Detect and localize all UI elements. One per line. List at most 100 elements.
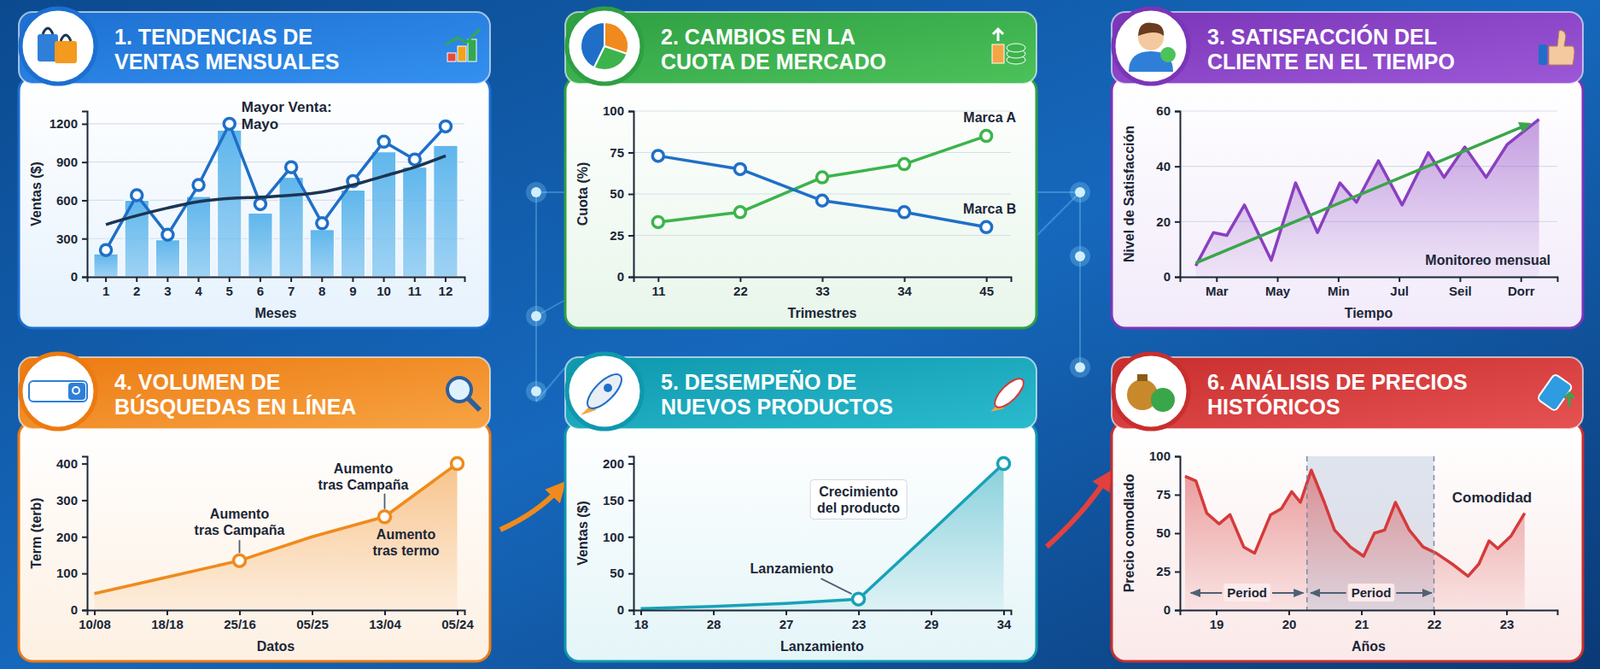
text-line: Ventas ($) (29, 161, 44, 227)
y-axis-tick-label: 50 (609, 186, 625, 201)
y-axis-tick: 0 (617, 268, 634, 284)
icon-rocket (582, 368, 627, 414)
bar (217, 129, 242, 277)
bar (248, 212, 273, 277)
icon-thumb (1548, 30, 1575, 65)
period-label: Period (1351, 584, 1392, 600)
y-axis-tick-label: 50 (609, 565, 625, 580)
y-axis-tick: 50 (609, 186, 634, 201)
x-axis-tick-mark (456, 609, 459, 615)
x-axis-tick: 10 (376, 276, 392, 298)
x-axis-tick-mark (657, 276, 660, 282)
bar (340, 190, 365, 277)
x-axis-tick-label: Min (1327, 283, 1350, 298)
y-axis-tick-label: 300 (56, 492, 78, 508)
text-line: Period (1351, 584, 1392, 600)
y-axis-tick-mark (81, 572, 88, 575)
x-axis-tick: 27 (779, 609, 795, 631)
line (1196, 119, 1540, 266)
text-line: HISTÓRICOS (1207, 393, 1341, 419)
plot: Monitoreo mensual0204060MarMayMinJulSeil… (1156, 103, 1558, 298)
annotation: Comodidad (1452, 489, 1533, 506)
series-label: Marca A (963, 110, 1017, 125)
x-axis-tick-label: 19 (1209, 616, 1225, 631)
area (641, 463, 1005, 610)
annotation: Aumentotras Campaña (318, 461, 409, 492)
y-axis-tick-label: 1200 (49, 116, 78, 131)
icon-trend (445, 29, 480, 45)
period-arrow (1272, 591, 1304, 594)
y-axis-tick-mark (628, 536, 634, 538)
y-axis-tick-mark (628, 234, 634, 237)
text-line: Aumento (210, 506, 270, 521)
text-line: Monitoreo mensual (1424, 252, 1551, 268)
x-axis-tick: Seil (1448, 276, 1472, 298)
text-line: Ventas ($) (575, 500, 590, 566)
text-line: CUOTA DE MERCADO (660, 49, 887, 74)
text-line: 5. DESEMPEÑO DE (660, 368, 857, 394)
panel: Aumentotras CampañaAumentotras CampañaAu… (18, 353, 491, 661)
marker (408, 153, 421, 165)
x-axis-tick-label: 05/25 (296, 616, 329, 631)
leader-line (821, 578, 853, 594)
text-line: Precio comodlado (1121, 472, 1137, 592)
text-line: 6. ANÁLISIS DE PRECIOS (1207, 369, 1468, 394)
icon-circle (20, 353, 96, 429)
y-axis: 050100150200 (602, 455, 635, 617)
marker (899, 158, 911, 170)
x-axis-tick-mark (1398, 276, 1401, 282)
icon-circle (1113, 353, 1189, 429)
x-axis-tick-label: 5 (226, 283, 234, 298)
x-axis-tick-mark (93, 609, 96, 615)
y-axis-tick-mark (81, 199, 88, 202)
icon-circle (1113, 8, 1189, 84)
y-axis-tick-mark (628, 276, 634, 279)
network-line (1079, 192, 1081, 368)
x-axis-tick-label: 10 (376, 283, 392, 298)
icon-tag (1536, 373, 1573, 411)
text-line: Marca A (963, 110, 1017, 125)
network-dot (1074, 251, 1086, 262)
x-axis-title: Datos (256, 638, 296, 654)
text-line: Term (terb) (29, 496, 44, 568)
y-axis-tick-mark (1174, 455, 1180, 458)
x-axis-tick: 45 (979, 276, 994, 298)
x-axis-tick: 05/24 (441, 609, 474, 631)
x-axis-tick-label: May (1265, 283, 1291, 298)
panel-title: 2. CAMBIOS EN LACUOTA DE MERCADO (660, 24, 887, 74)
x-axis-title: Lanzamiento (780, 638, 865, 654)
panel-title: 3. SATISFACCIÓN DELCLIENTE EN EL TIEMPO (1207, 23, 1455, 74)
y-axis-tick-mark (1174, 165, 1180, 168)
y-axis-tick-label: 25 (609, 227, 625, 243)
marks (94, 457, 464, 610)
y-axis-tick-mark (81, 238, 88, 240)
panel-body (565, 76, 1037, 328)
y-axis-line (628, 111, 635, 278)
plot: PeriodPeriodComodidad0255075100192021222… (1149, 448, 1559, 631)
x-axis-tick-mark (290, 276, 292, 282)
x-axis-tick-mark (986, 276, 988, 282)
x-axis-tick-label: 23 (1500, 616, 1515, 631)
y-axis-tick-mark (628, 572, 634, 575)
x-axis-tick: 34 (997, 609, 1012, 631)
x-axis-tick-label: Jul (1389, 283, 1409, 298)
y-axis-tick: 40 (1156, 158, 1180, 174)
grid (633, 110, 1011, 277)
y-axis-tick-label: 0 (70, 601, 78, 617)
x-axis-tick-mark (1277, 276, 1279, 282)
icon-rocket (990, 373, 1028, 412)
grid-line (633, 110, 1011, 111)
x-axis-tick-label: 29 (924, 616, 940, 631)
x-axis-tick-label: 11 (651, 283, 666, 298)
connector-arrow (1046, 478, 1107, 547)
x-axis-tick-label: 23 (852, 616, 867, 631)
line (105, 155, 446, 225)
marks (652, 130, 992, 234)
header-icon (990, 373, 1028, 412)
overlay: Mayor Venta:Mayo (241, 99, 333, 133)
x-axis-tick: Jul (1389, 276, 1409, 298)
x-axis-tick: 34 (897, 276, 912, 298)
marker (451, 457, 464, 470)
text-line: Tiempo (1344, 305, 1394, 321)
overlay: Crecimientodel productoLanzamiento (750, 479, 908, 595)
